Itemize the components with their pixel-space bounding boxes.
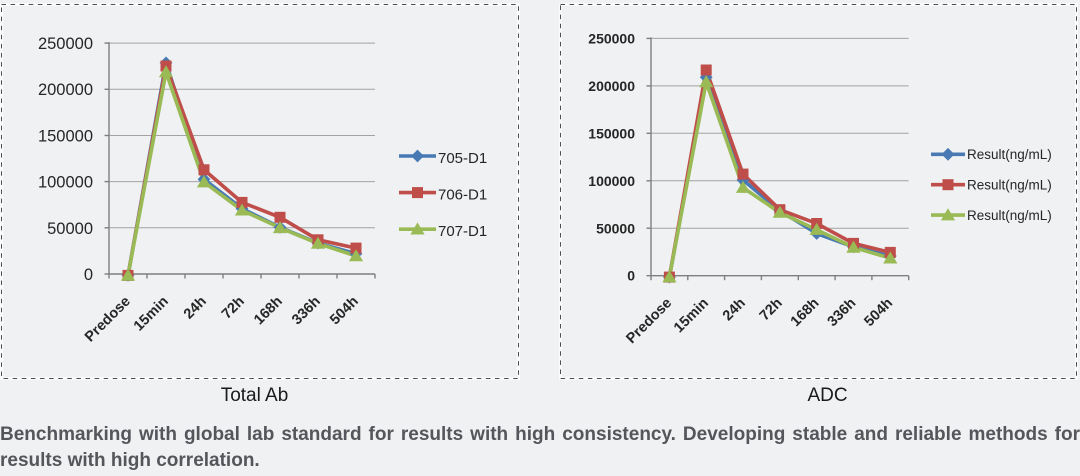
svg-text:250000: 250000 xyxy=(38,35,93,53)
svg-text:24h: 24h xyxy=(720,295,749,324)
svg-text:Predose: Predose xyxy=(82,294,134,346)
svg-text:336h: 336h xyxy=(825,295,860,330)
svg-text:705-D1: 705-D1 xyxy=(438,150,487,167)
svg-text:200000: 200000 xyxy=(38,81,93,99)
svg-text:504h: 504h xyxy=(861,295,896,330)
svg-text:707-D1: 707-D1 xyxy=(438,223,487,240)
svg-text:504h: 504h xyxy=(327,294,362,329)
svg-text:Result(ng/mL): Result(ng/mL) xyxy=(967,208,1052,223)
svg-text:Result(ng/mL): Result(ng/mL) xyxy=(967,178,1052,193)
svg-text:Result(ng/mL): Result(ng/mL) xyxy=(967,147,1052,162)
svg-text:0: 0 xyxy=(627,268,635,284)
svg-text:72h: 72h xyxy=(757,295,786,324)
svg-text:200000: 200000 xyxy=(588,78,635,94)
svg-text:100000: 100000 xyxy=(588,173,635,189)
svg-text:150000: 150000 xyxy=(588,125,635,141)
svg-text:168h: 168h xyxy=(251,294,286,329)
svg-text:250000: 250000 xyxy=(588,30,635,46)
svg-text:24h: 24h xyxy=(181,294,210,323)
svg-text:0: 0 xyxy=(84,266,93,284)
svg-text:706-D1: 706-D1 xyxy=(438,186,487,203)
svg-text:336h: 336h xyxy=(289,294,324,329)
svg-text:50000: 50000 xyxy=(47,220,93,238)
svg-text:72h: 72h xyxy=(219,294,248,323)
svg-text:168h: 168h xyxy=(788,295,823,330)
svg-text:15min: 15min xyxy=(671,295,712,336)
svg-text:100000: 100000 xyxy=(38,174,93,192)
svg-text:150000: 150000 xyxy=(38,127,93,145)
svg-text:Predose: Predose xyxy=(623,295,675,347)
svg-text:50000: 50000 xyxy=(596,220,635,236)
svg-text:15min: 15min xyxy=(131,294,172,335)
